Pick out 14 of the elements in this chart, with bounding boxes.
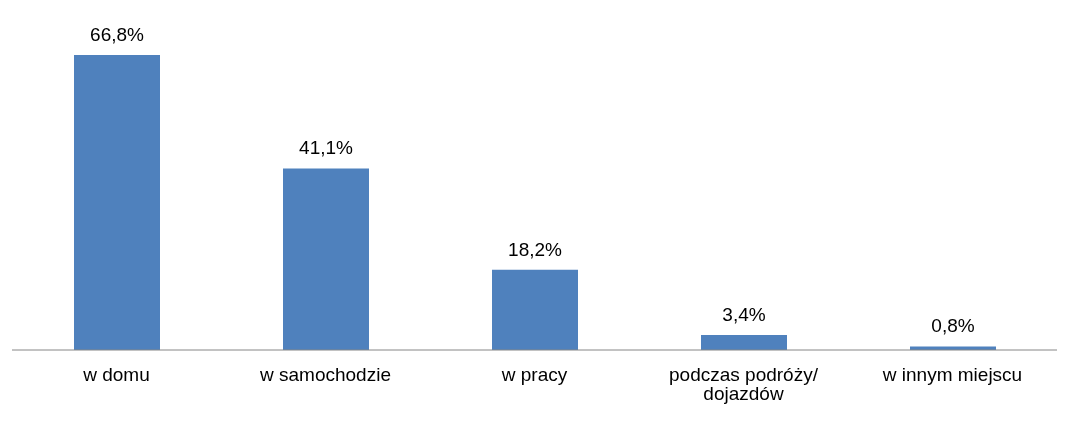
x-tick-label: w samochodzie [259,364,391,386]
bar [74,55,160,350]
x-tick-label: podczas podróży/ dojazdów [669,364,819,405]
bar [701,334,787,350]
bar [283,168,369,350]
x-tick-label: w domu [82,364,150,386]
data-label: 0,8% [931,315,975,337]
bar [492,269,578,350]
data-label: 3,4% [722,303,766,325]
x-tick-label: w pracy [500,364,568,386]
data-label: 41,1% [299,137,354,159]
data-label: 18,2% [508,238,563,260]
data-label: 66,8% [90,24,145,45]
x-tick-label: w innym miejscu [881,364,1023,386]
